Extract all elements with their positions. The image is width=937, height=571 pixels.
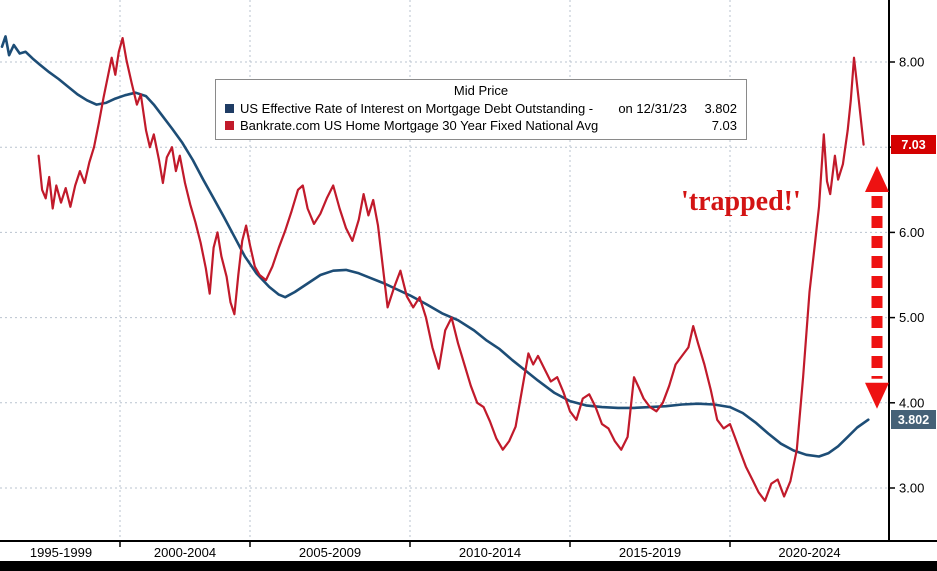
trapped-annotation: 'trapped!' xyxy=(681,186,801,217)
x-axis-label: 2005-2009 xyxy=(299,545,361,560)
arrow-head-up-icon xyxy=(865,165,889,192)
legend-label-bankrate: Bankrate.com US Home Mortgage 30 Year Fi… xyxy=(240,118,599,133)
last-value-badge-effective-rate: 3.802 xyxy=(891,410,936,429)
legend-date-note: on 12/31/23 xyxy=(618,101,687,116)
arrow-head-down-icon xyxy=(865,382,889,409)
series-line-effective-rate xyxy=(0,35,870,458)
y-tick-label: 6.00 xyxy=(899,225,924,240)
legend-swatch-red-icon xyxy=(225,121,234,130)
y-tick-label: 5.00 xyxy=(899,310,924,325)
legend-value-effective-rate: 3.802 xyxy=(704,101,737,116)
legend-value-bankrate: 7.03 xyxy=(711,118,737,133)
x-axis-label: 2015-2019 xyxy=(619,545,681,560)
y-tick-label: 4.00 xyxy=(899,395,924,410)
legend-label-effective-rate: US Effective Rate of Interest on Mortgag… xyxy=(240,101,594,116)
y-tick-label: 3.00 xyxy=(899,481,924,496)
series-line-bankrate xyxy=(37,36,865,502)
legend-box: Mid Price US Effective Rate of Interest … xyxy=(215,79,747,140)
x-axis-label: 2020-2024 xyxy=(778,545,840,560)
last-value-badge-bankrate: 7.03 xyxy=(891,135,936,154)
x-axis-label: 2000-2004 xyxy=(154,545,216,560)
legend-entry-effective-rate: US Effective Rate of Interest on Mortgag… xyxy=(225,100,737,117)
legend-swatch-navy-icon xyxy=(225,104,234,113)
x-axis-label: 1995-1999 xyxy=(30,545,92,560)
legend-entry-bankrate: Bankrate.com US Home Mortgage 30 Year Fi… xyxy=(225,117,737,134)
bottom-bar xyxy=(0,561,937,571)
y-tick-label: 8.00 xyxy=(899,55,924,70)
x-axis-label: 2010-2014 xyxy=(459,545,521,560)
legend-title: Mid Price xyxy=(453,83,509,98)
